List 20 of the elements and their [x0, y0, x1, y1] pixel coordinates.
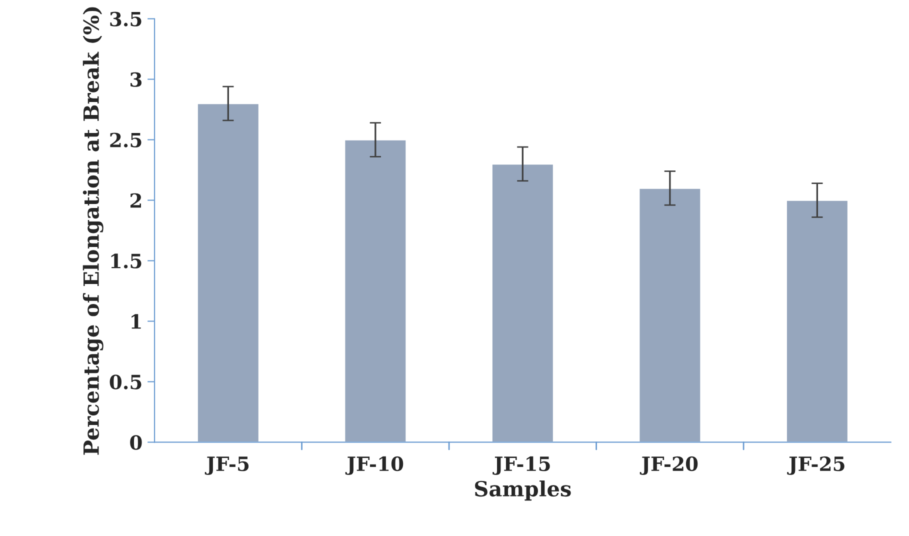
y-tick-label: 1.5 [111, 254, 142, 268]
y-tick-label: 0 [130, 435, 142, 450]
x-tick-label: JF-10 [345, 456, 404, 475]
x-tick-label: JF-5 [204, 456, 249, 475]
x-tick-label: JF-25 [787, 456, 844, 475]
bar [786, 200, 849, 442]
bar [491, 163, 554, 442]
bar [344, 139, 408, 442]
y-tick-label: 3.5 [110, 12, 142, 26]
bar [196, 102, 260, 442]
x-axis-title: Samples [475, 480, 571, 501]
y-tick-label: 1 [132, 314, 141, 329]
bar [638, 187, 702, 442]
y-axis-title: Percentage of Elongation at Break (%) [82, 7, 104, 455]
x-tick-label: JF-15 [492, 456, 550, 475]
y-tick-label: 3 [130, 72, 142, 87]
x-tick-label: JF-20 [640, 456, 698, 475]
y-tick-label: 2.5 [110, 132, 142, 148]
y-tick-label: 0.5 [110, 374, 142, 390]
y-tick-label: 2 [130, 193, 141, 208]
